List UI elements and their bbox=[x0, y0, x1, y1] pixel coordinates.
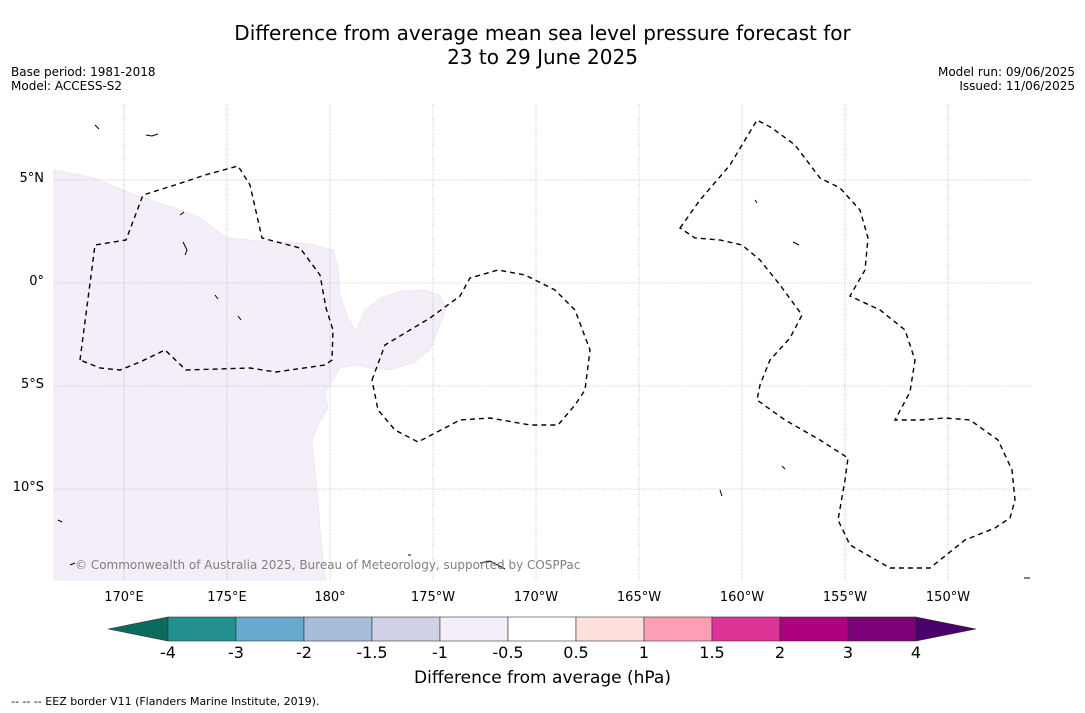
colorbar-bin bbox=[711, 616, 781, 642]
eez-border-phoenix bbox=[371, 269, 591, 443]
eez-border-tuvalu bbox=[79, 165, 334, 373]
colorbar-tick-label: 2 bbox=[774, 643, 786, 662]
meta-left: Base period: 1981-2018 Model: ACCESS-S2 bbox=[11, 65, 156, 93]
lon-label: 175°E bbox=[207, 590, 247, 605]
map-title: Difference from average mean sea level p… bbox=[0, 21, 1085, 69]
lon-label: 160°W bbox=[719, 590, 765, 605]
anomaly-region-negative bbox=[53, 169, 447, 581]
colorbar bbox=[107, 616, 977, 642]
colorbar-bin bbox=[439, 616, 509, 642]
model-run: Model run: 09/06/2025 bbox=[937, 65, 1075, 79]
eez-border-line-islands bbox=[679, 119, 1016, 569]
lat-label: 0° bbox=[29, 274, 44, 289]
issued-date: Issued: 11/06/2025 bbox=[959, 79, 1075, 93]
colorbar-bin bbox=[235, 616, 305, 642]
eez-borders bbox=[79, 119, 1016, 569]
gridlines bbox=[54, 104, 1030, 580]
lat-label: 10°S bbox=[12, 480, 44, 495]
colorbar-bin bbox=[575, 616, 645, 642]
colorbar-extend-max bbox=[915, 616, 977, 642]
lon-label: 180° bbox=[314, 590, 346, 605]
colorbar-tick-label: 0.5 bbox=[563, 643, 589, 662]
copyright-notice: © Commonwealth of Australia 2025, Bureau… bbox=[75, 558, 581, 572]
colorbar-bin bbox=[303, 616, 373, 642]
model-name: Model: ACCESS-S2 bbox=[11, 79, 123, 93]
colorbar-bin bbox=[643, 616, 713, 642]
colorbar-tick-label: -4 bbox=[160, 643, 176, 662]
lon-label: 170°E bbox=[104, 590, 144, 605]
colorbar-tick-label: 1.5 bbox=[699, 643, 725, 662]
colorbar-tick-label: -3 bbox=[228, 643, 244, 662]
eez-legend-note: -- -- -- EEZ border V11 (Flanders Marine… bbox=[11, 695, 320, 708]
colorbar-tick-label: -0.5 bbox=[492, 643, 524, 662]
colorbar-tick-label: -1 bbox=[432, 643, 448, 662]
lon-label: 175°W bbox=[410, 590, 456, 605]
islands bbox=[57, 124, 1030, 579]
lat-label: 5°N bbox=[19, 171, 45, 186]
base-period: Base period: 1981-2018 bbox=[11, 65, 156, 79]
colorbar-extend-min bbox=[107, 616, 169, 642]
colorbar-bin bbox=[507, 616, 577, 642]
colorbar-bin bbox=[779, 616, 849, 642]
colorbar-title: Difference from average (hPa) bbox=[414, 668, 671, 688]
lon-label: 165°W bbox=[616, 590, 662, 605]
lon-label: 155°W bbox=[822, 590, 868, 605]
colorbar-tick-label: 4 bbox=[910, 643, 922, 662]
colorbar-tick-label: 3 bbox=[842, 643, 854, 662]
colorbar-tick-label: 1 bbox=[638, 643, 650, 662]
lon-label: 170°W bbox=[513, 590, 559, 605]
lat-label: 5°S bbox=[20, 377, 44, 392]
colorbar-bin bbox=[847, 616, 917, 642]
colorbar-tick-label: -2 bbox=[296, 643, 312, 662]
colorbar-bin bbox=[371, 616, 441, 642]
title-line-1: Difference from average mean sea level p… bbox=[234, 21, 851, 45]
meta-right: Model run: 09/06/2025 Issued: 11/06/2025 bbox=[938, 65, 1075, 93]
colorbar-bin bbox=[167, 616, 237, 642]
colorbar-tick-label: -1.5 bbox=[356, 643, 388, 662]
lon-label: 150°W bbox=[925, 590, 971, 605]
title-line-2: 23 to 29 June 2025 bbox=[447, 45, 638, 69]
